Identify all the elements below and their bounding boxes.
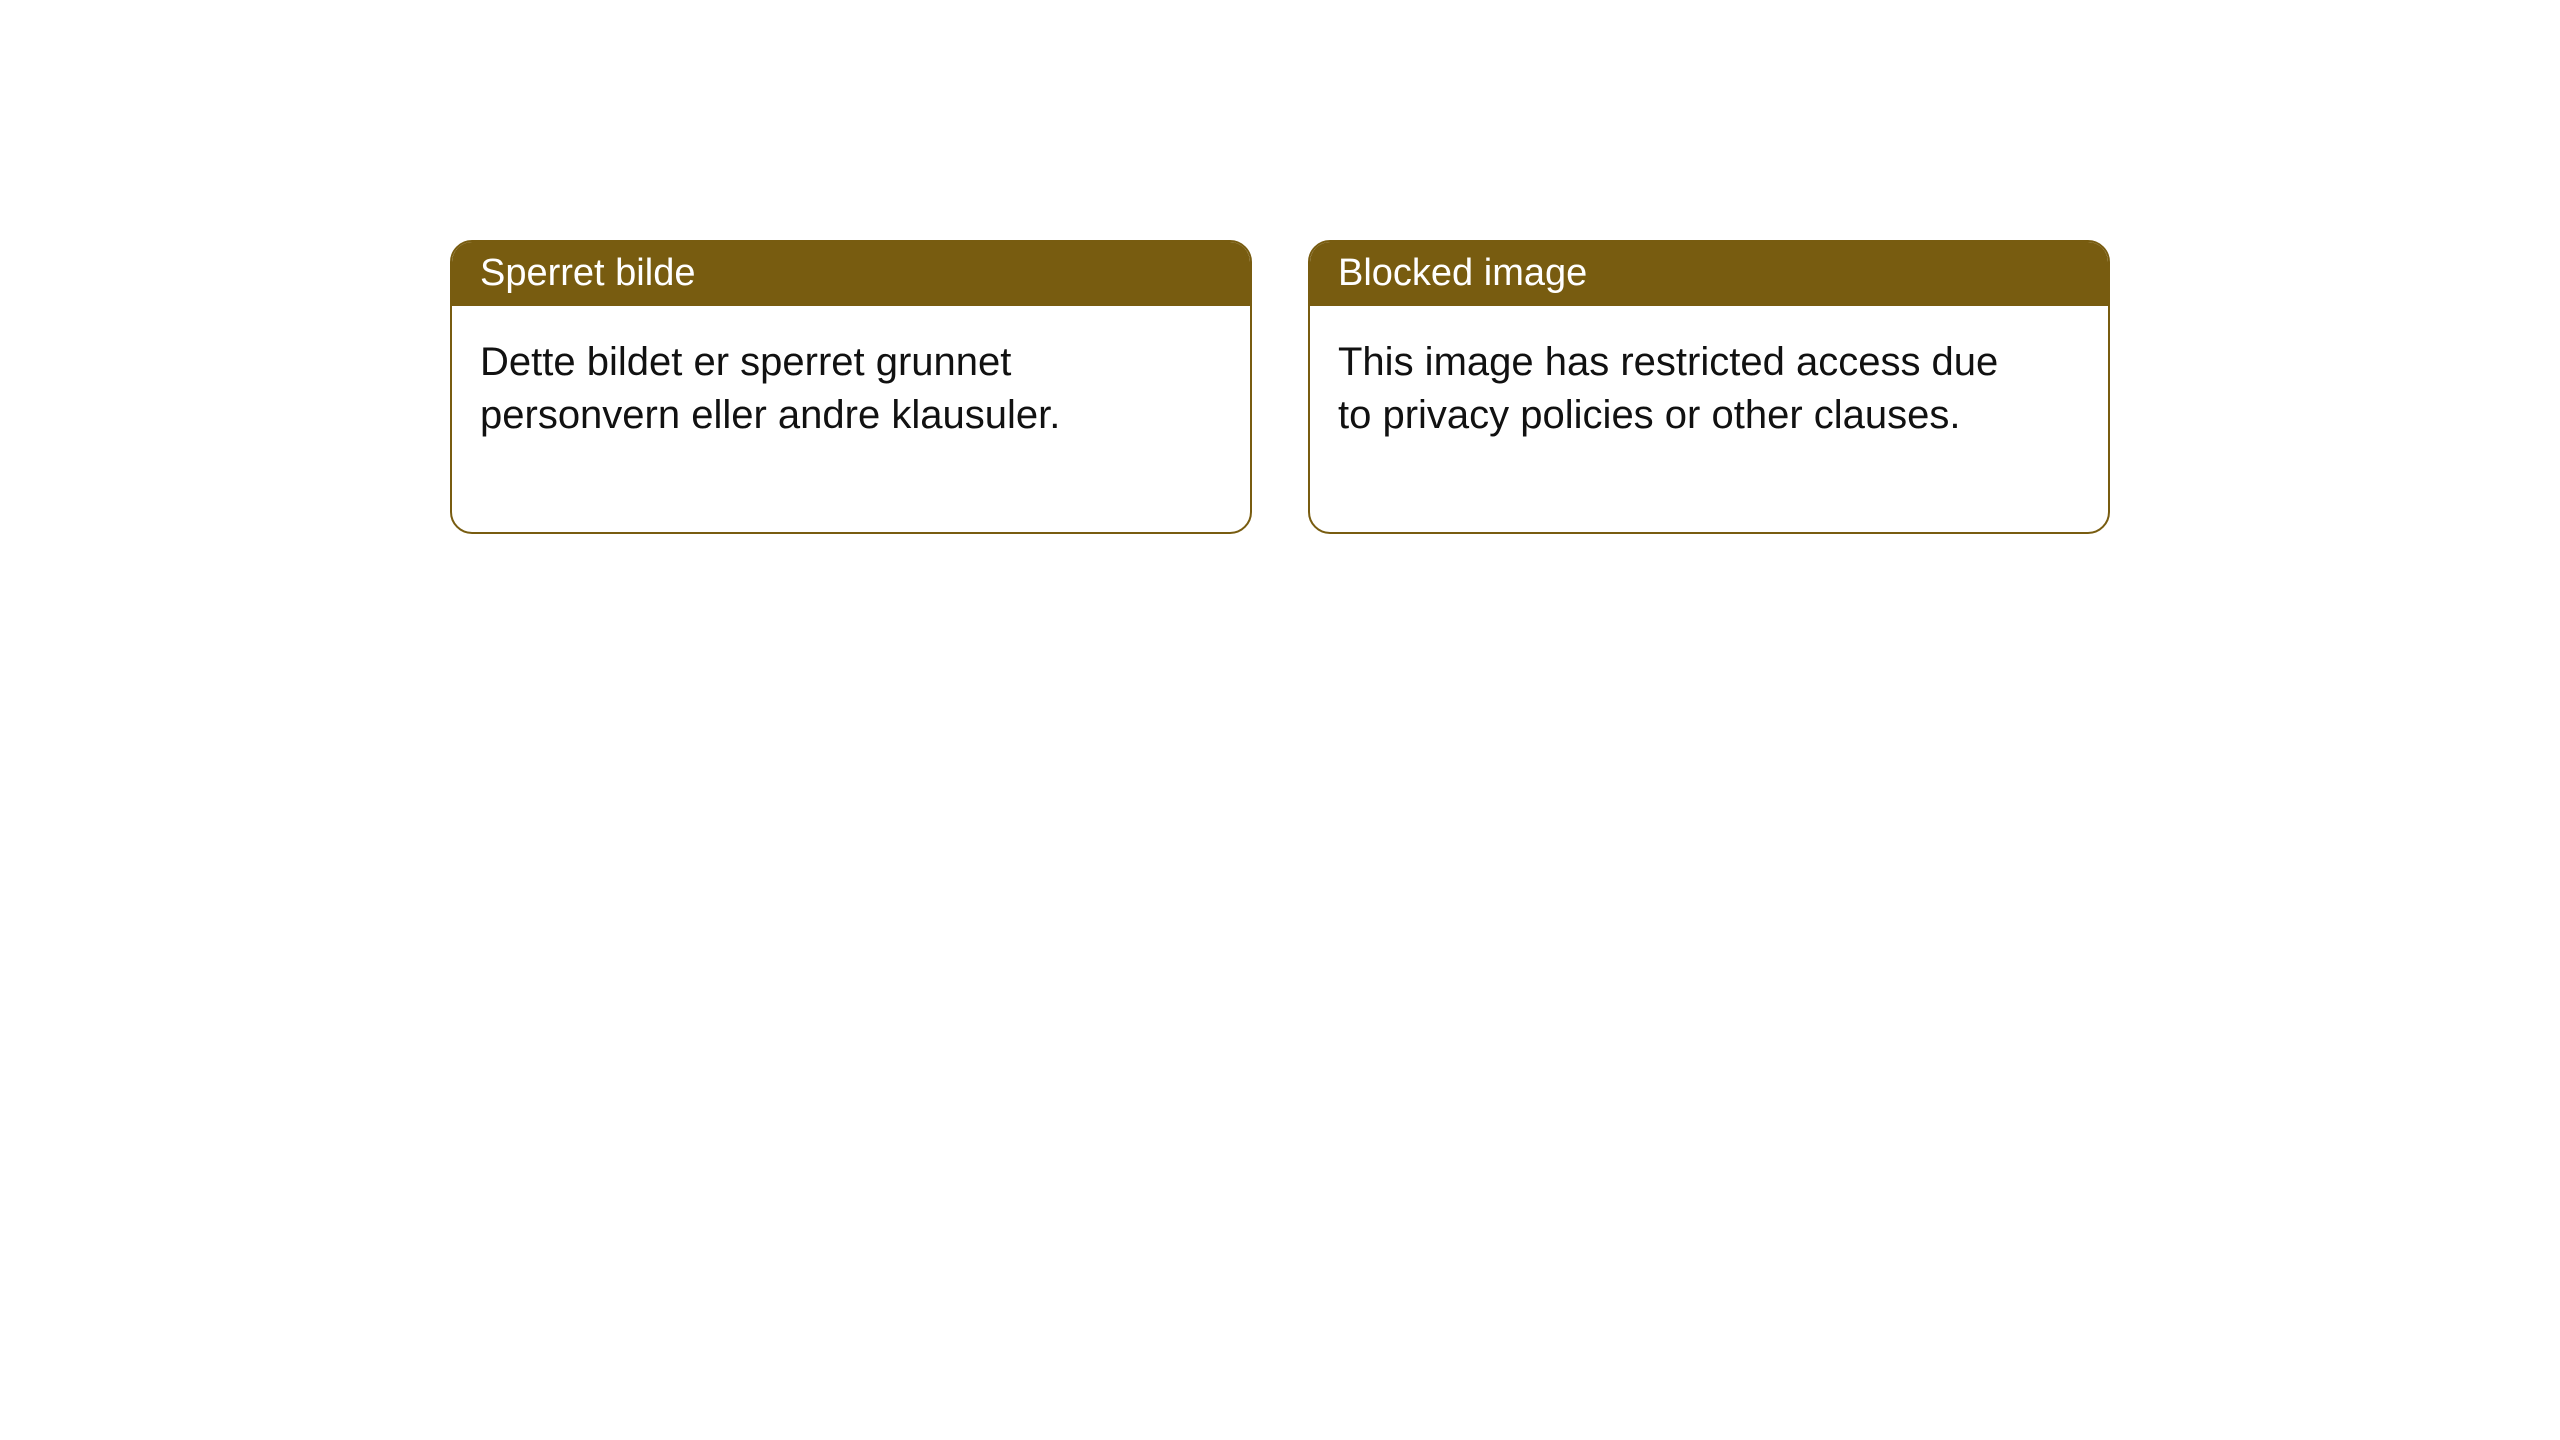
card-body-en: This image has restricted access due to … [1310, 306, 2070, 532]
blocked-image-card-no: Sperret bilde Dette bildet er sperret gr… [450, 240, 1252, 534]
card-body-no: Dette bildet er sperret grunnet personve… [452, 306, 1212, 532]
card-title-no: Sperret bilde [452, 242, 1250, 306]
blocked-image-card-en: Blocked image This image has restricted … [1308, 240, 2110, 534]
card-title-en: Blocked image [1310, 242, 2108, 306]
notice-row: Sperret bilde Dette bildet er sperret gr… [0, 0, 2560, 534]
